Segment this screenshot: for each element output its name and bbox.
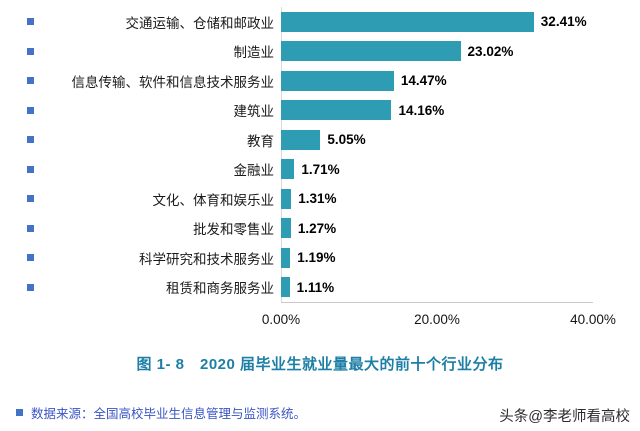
bullet-square-icon xyxy=(27,224,34,232)
category-label: 批发和零售业 xyxy=(193,222,274,238)
bullet-square-icon xyxy=(16,409,23,416)
bar-area: 14.47% xyxy=(281,70,637,91)
bar xyxy=(281,129,321,150)
chart-row: 交通运输、仓储和邮政业 32.41% xyxy=(0,7,640,37)
bar xyxy=(281,159,295,180)
chart-row: 文化、体育和娱乐业 1.31% xyxy=(0,184,640,214)
bar xyxy=(281,100,392,121)
bullet-square-icon xyxy=(27,18,34,26)
category-label: 信息传输、软件和信息技术服务业 xyxy=(71,74,275,90)
bar xyxy=(281,277,290,298)
chart-row: 批发和零售业 1.27% xyxy=(0,214,640,244)
x-axis-tick-0: 0.00% xyxy=(261,312,301,327)
value-label: 23.02% xyxy=(467,43,514,59)
x-axis-tick-40: 40.00% xyxy=(570,312,616,327)
category-label: 制造业 xyxy=(233,45,275,61)
category-label: 教育 xyxy=(247,133,274,149)
bar-area: 1.71% xyxy=(281,159,637,180)
value-label: 1.11% xyxy=(296,279,335,295)
bullet-square-icon xyxy=(27,254,34,262)
category-label: 金融业 xyxy=(233,163,275,179)
bar xyxy=(281,188,292,209)
chart-row: 制造业 23.02% xyxy=(0,37,640,67)
bullet-square-icon xyxy=(27,47,34,55)
value-label: 14.16% xyxy=(398,102,445,118)
bar-area: 1.31% xyxy=(281,188,637,209)
bullet-square-icon xyxy=(27,165,34,173)
bullet-square-icon xyxy=(27,195,34,203)
value-label: 14.47% xyxy=(400,73,447,89)
value-label: 5.05% xyxy=(327,132,366,148)
bar xyxy=(281,70,394,91)
x-axis: 0.00% 20.00% 40.00% xyxy=(262,302,616,339)
bar-area: 14.16% xyxy=(281,100,637,121)
chart-row: 建筑业 14.16% xyxy=(0,96,640,126)
bullet-square-icon xyxy=(27,283,34,291)
x-axis-tick-20: 20.00% xyxy=(414,312,460,327)
bullet-square-icon xyxy=(27,77,34,85)
value-label: 32.41% xyxy=(540,14,587,30)
y-axis-line xyxy=(281,7,282,303)
bar xyxy=(281,11,534,32)
value-label: 1.31% xyxy=(298,191,337,207)
category-label: 建筑业 xyxy=(233,104,275,120)
bar-area: 1.11% xyxy=(281,277,637,298)
category-label: 租赁和商务服务业 xyxy=(166,281,274,297)
bar xyxy=(281,247,291,268)
bullet-square-icon xyxy=(27,136,34,144)
bar-area: 5.05% xyxy=(281,129,637,150)
figure-caption: 图 1- 8 2020 届毕业生就业量最大的前十个行业分布 xyxy=(136,356,504,373)
bar xyxy=(281,41,461,62)
bar-area: 1.19% xyxy=(281,247,637,268)
value-label: 1.19% xyxy=(297,250,336,266)
bar-area: 1.27% xyxy=(281,218,637,239)
bar-area: 32.41% xyxy=(281,11,637,32)
chart-row: 信息传输、软件和信息技术服务业 14.47% xyxy=(0,66,640,96)
chart-row: 科学研究和技术服务业 1.19% xyxy=(0,243,640,273)
chart-row: 教育 5.05% xyxy=(0,125,640,155)
category-label: 交通运输、仓储和邮政业 xyxy=(125,15,275,31)
watermark-text: 头条@李老师看高校 xyxy=(499,409,630,425)
value-label: 1.71% xyxy=(301,161,340,177)
category-label: 科学研究和技术服务业 xyxy=(139,251,274,267)
chart-row: 租赁和商务服务业 1.11% xyxy=(0,273,640,303)
bullet-square-icon xyxy=(27,106,34,114)
bar xyxy=(281,218,291,239)
chart-row: 金融业 1.71% xyxy=(0,155,640,185)
category-label: 文化、体育和娱乐业 xyxy=(152,192,275,208)
data-source-text: 数据来源：全国高校毕业生信息管理与监测系统。 xyxy=(31,407,307,421)
data-source-note: 数据来源：全国高校毕业生信息管理与监测系统。 xyxy=(16,403,306,422)
bar-area: 23.02% xyxy=(281,41,637,62)
chart-plot-area: 交通运输、仓储和邮政业 32.41% 制造业 23.02% 信息传输、软件和信息… xyxy=(0,7,640,303)
value-label: 1.27% xyxy=(297,220,337,236)
